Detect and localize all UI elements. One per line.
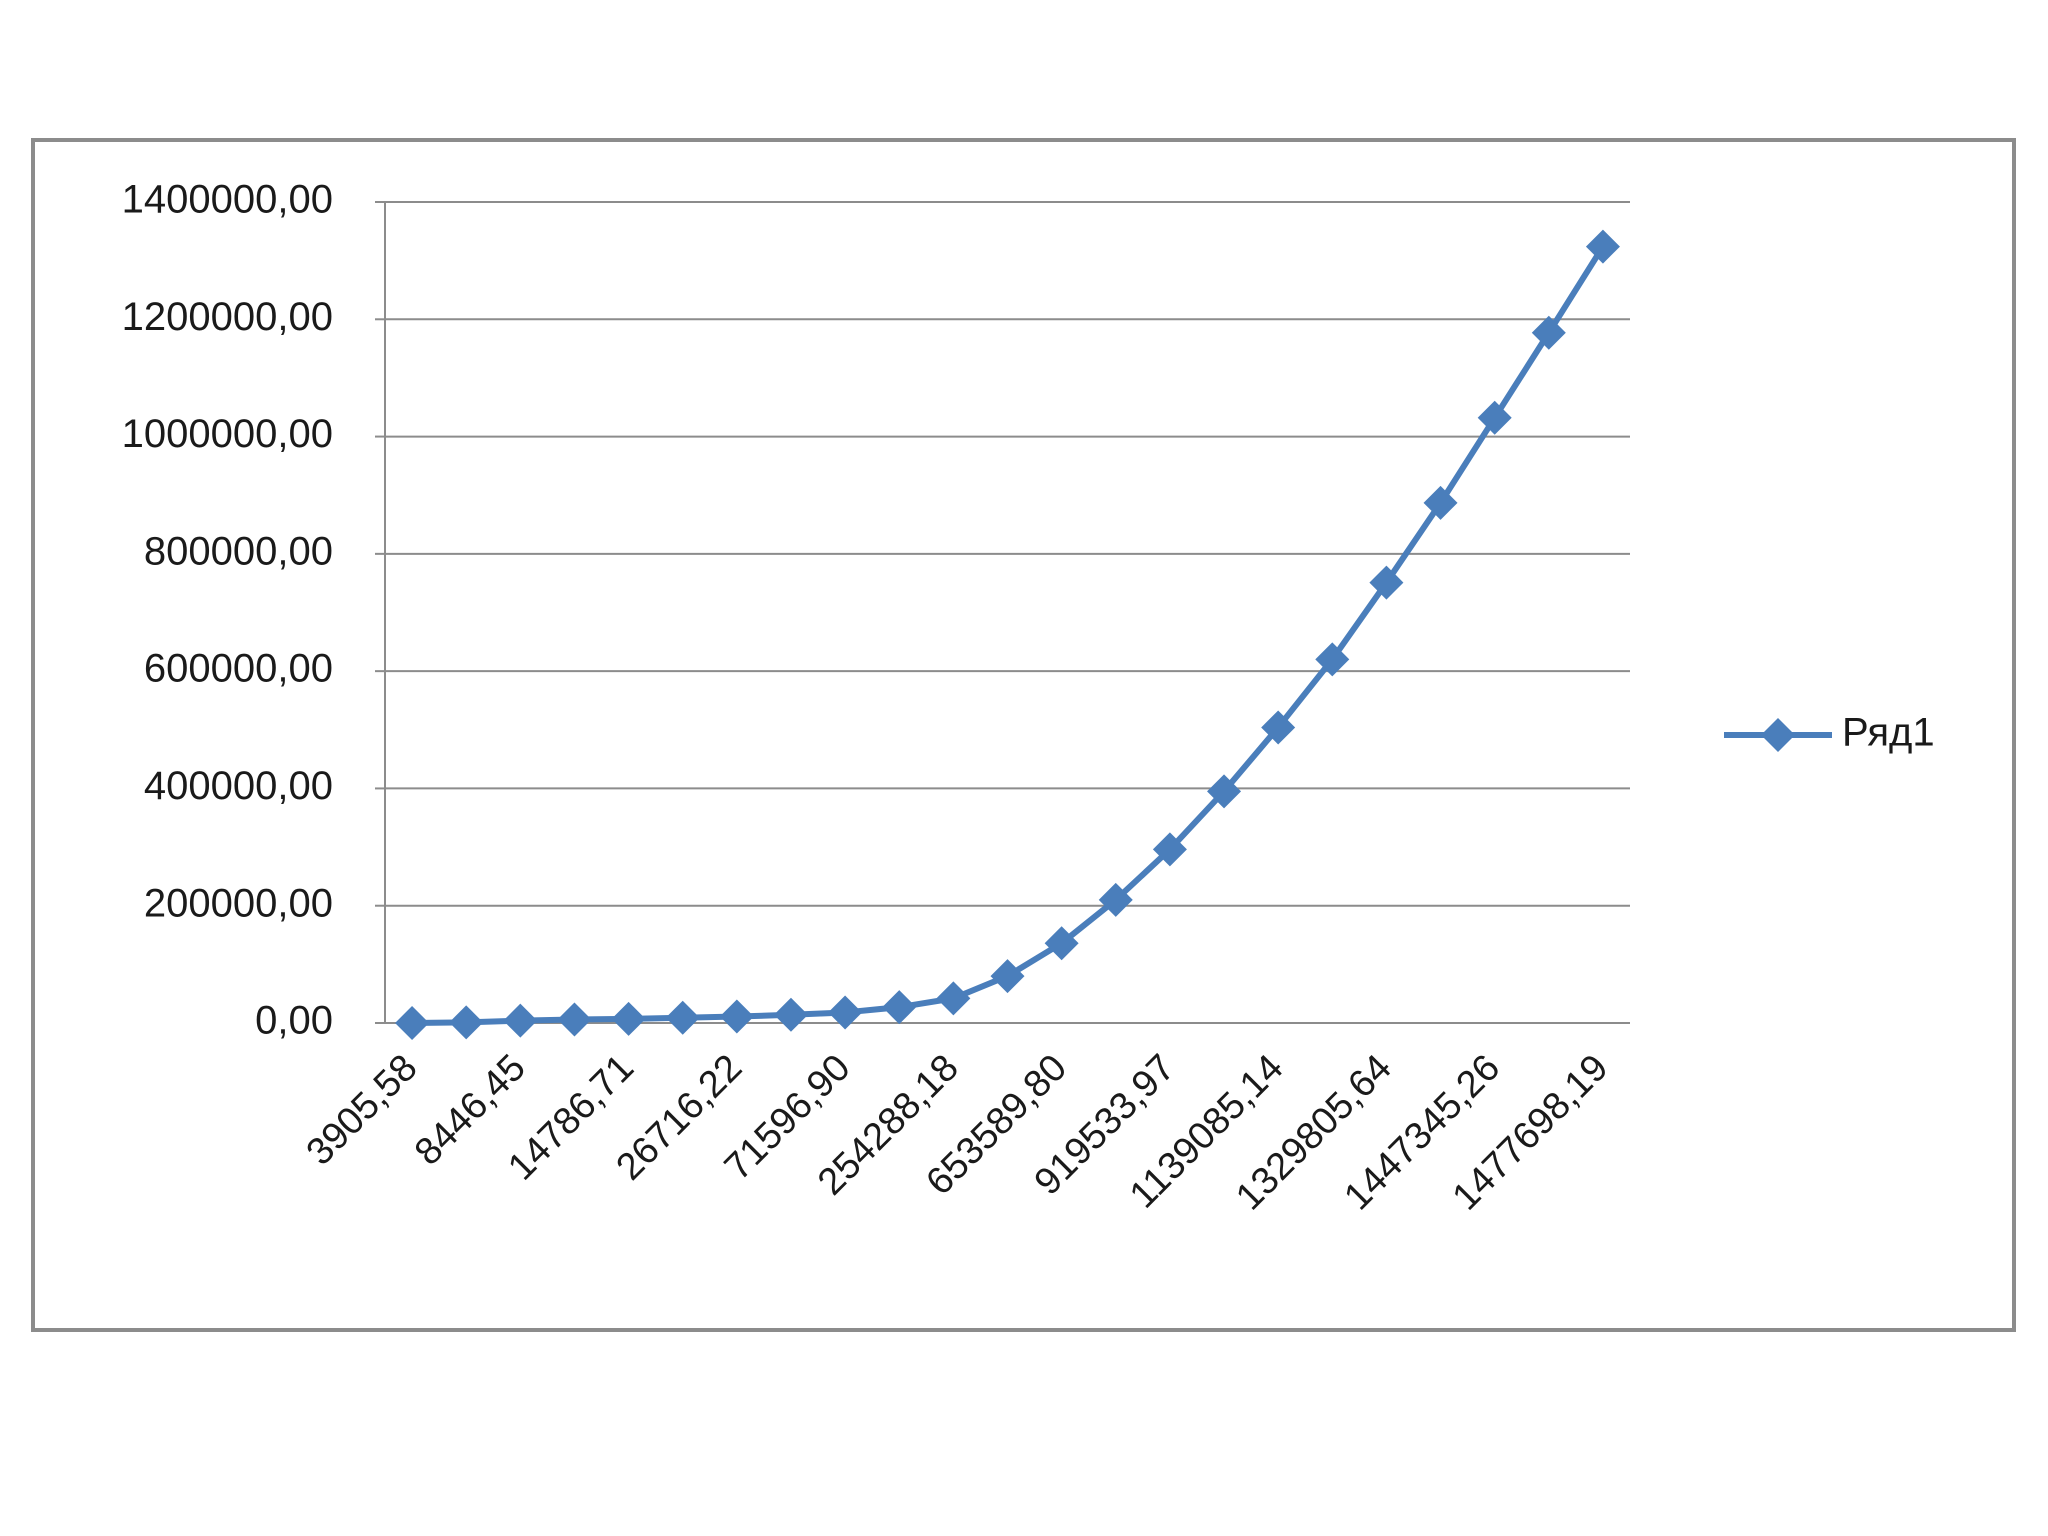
data-point [665, 1000, 700, 1035]
data-point [1044, 926, 1079, 961]
chart-frame [31, 138, 2016, 1332]
data-point [1098, 882, 1133, 917]
data-point [1207, 774, 1242, 809]
y-tick-label: 1200000,00 [122, 295, 333, 339]
y-tick-label: 200000,00 [144, 881, 333, 925]
y-tick-label: 0,00 [255, 999, 333, 1043]
data-point [1423, 485, 1458, 520]
data-point [828, 995, 863, 1030]
data-point [882, 990, 917, 1025]
data-point [395, 1006, 430, 1040]
data-point [1477, 400, 1512, 435]
data-point [611, 1001, 646, 1036]
data-point [1315, 642, 1350, 677]
data-point [1261, 710, 1296, 745]
data-point [503, 1003, 538, 1038]
data-point [1369, 565, 1404, 600]
legend-marker [1761, 718, 1795, 752]
y-tick-label: 1000000,00 [122, 412, 333, 456]
y-tick-label: 600000,00 [144, 647, 333, 691]
legend-label: Ряд1 [1842, 711, 1935, 755]
data-point [1152, 832, 1187, 867]
data-point [773, 997, 808, 1032]
data-point [990, 959, 1025, 994]
data-point [557, 1002, 592, 1037]
data-point [1531, 315, 1566, 350]
y-tick-label: 800000,00 [144, 529, 333, 573]
data-point [449, 1005, 484, 1040]
y-tick-label: 400000,00 [144, 764, 333, 808]
data-point [1585, 229, 1620, 264]
data-point [936, 981, 971, 1016]
y-tick-label: 1400000,00 [122, 178, 333, 222]
data-point [719, 999, 754, 1034]
